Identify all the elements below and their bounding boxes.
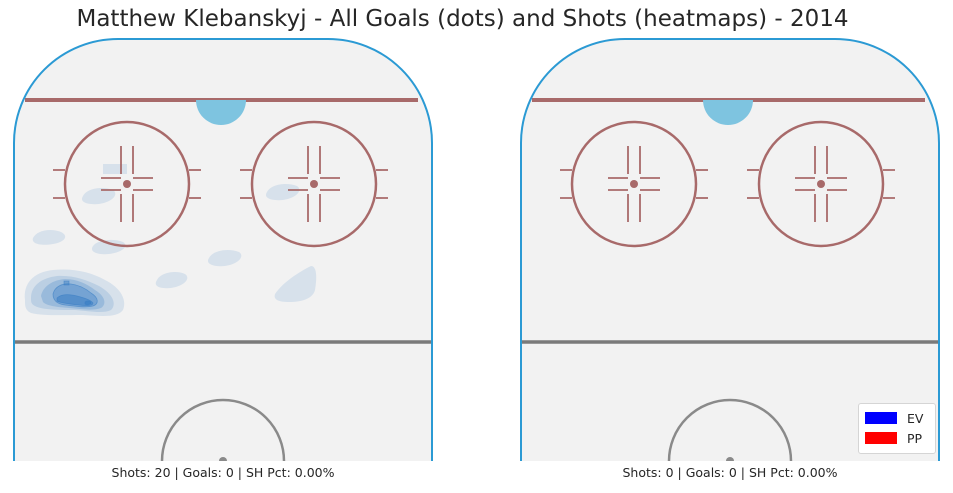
legend-label-ev: EV	[907, 411, 923, 426]
legend-label-pp: PP	[907, 431, 922, 446]
legend-swatch-pp	[865, 432, 897, 444]
legend-entry-pp: PP	[865, 428, 929, 448]
shot-summary-right: Shots: 0 | Goals: 0 | SH Pct: 0.00%	[520, 465, 940, 480]
shot-density-contour	[85, 301, 91, 305]
legend: EV PP	[858, 403, 936, 454]
rink-panel-left	[13, 38, 433, 461]
shot-density-contour	[64, 281, 69, 285]
rink-panel-right	[520, 38, 940, 461]
legend-swatch-ev	[865, 412, 897, 424]
shot-summary-left: Shots: 20 | Goals: 0 | SH Pct: 0.00%	[13, 465, 433, 480]
chart-title: Matthew Klebanskyj - All Goals (dots) an…	[0, 6, 925, 32]
faceoff-dot	[817, 180, 825, 188]
faceoff-dot	[123, 180, 131, 188]
shot-density-contour	[103, 164, 127, 174]
legend-entry-ev: EV	[865, 408, 929, 428]
faceoff-dot	[630, 180, 638, 188]
faceoff-dot	[310, 180, 318, 188]
